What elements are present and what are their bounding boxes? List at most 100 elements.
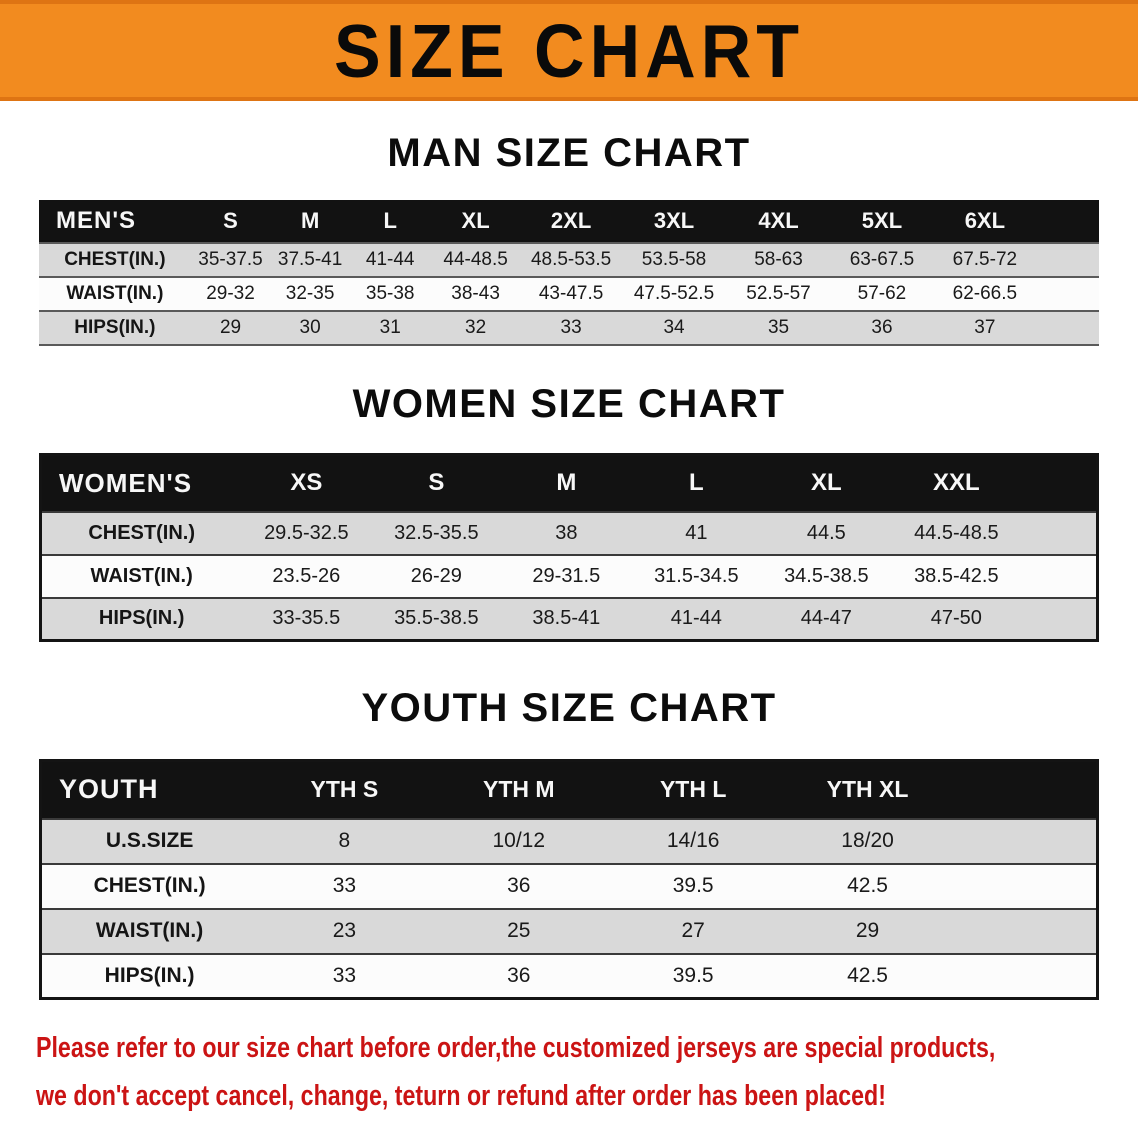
spacer-cell [1036, 200, 1099, 243]
measurement-value-cell: 39.5 [672, 963, 714, 987]
measurement-value-cell: 36 [507, 874, 531, 897]
measurement-value-cell: 57-62 [857, 283, 907, 304]
women-size-chart-section: WOMEN SIZE CHART WOMEN'S XS S M L XL XXL CHEST(… [0, 382, 1138, 642]
table-title-cell: WOMEN'S [40, 454, 242, 512]
measurement-value-cell: 36 [507, 963, 531, 987]
measurement-value-cell: 35-37.5 [198, 249, 263, 270]
measurement-value-cell: 8 [338, 829, 351, 852]
measurement-value-cell: 10/12 [492, 829, 546, 852]
size-column-header: M [501, 454, 632, 512]
spacer-cell [1021, 598, 1097, 641]
measurement-value-cell: 44.5 [806, 521, 846, 544]
measurement-value-cell: 41-44 [365, 249, 415, 270]
size-column-header: L [349, 200, 431, 243]
measurement-value-cell: 44-48.5 [443, 249, 508, 270]
spacer-cell [955, 954, 1098, 999]
measurement-value-cell: 35.5-38.5 [394, 607, 479, 630]
size-column-header: M [270, 200, 350, 243]
measurement-value-cell: 34 [663, 317, 685, 338]
measurement-label-cell: CHEST(IN.) [64, 249, 166, 270]
measurement-value-cell: 23 [332, 919, 357, 942]
measurement-value-cell: 29-32 [206, 283, 255, 304]
disclaimer-line-2: we don't accept cancel, change, teturn o… [36, 1080, 886, 1112]
size-column-header: YTH S [257, 760, 432, 819]
women-size-chart-heading: WOMEN SIZE CHART [352, 382, 786, 426]
measurement-value-cell: 29.5-32.5 [264, 521, 349, 544]
measurement-value-cell: 35-38 [365, 283, 415, 304]
table-header-row: MEN'S S M L XL 2XL 3XL 4XL 5XL 6XL [39, 200, 1099, 243]
size-column-header: 4XL [726, 200, 831, 243]
womens-size-table: WOMEN'S XS S M L XL XXL CHEST(IN.) 29.5-32.5 32.5… [39, 453, 1099, 642]
size-column-header: XXL [891, 454, 1022, 512]
youth-size-chart-section: YOUTH SIZE CHART YOUTH YTH S YTH M YTH L YTH… [0, 686, 1138, 1000]
measurement-value-cell: 43-47.5 [538, 283, 604, 304]
size-column-header: 6XL [933, 200, 1037, 243]
man-size-chart-heading: MAN SIZE CHART [387, 131, 751, 175]
measurement-label-cell: WAIST(IN.) [95, 919, 204, 942]
measurement-value-cell: 26-29 [410, 564, 462, 587]
spacer-cell [1021, 512, 1097, 555]
measurement-value-cell: 58-63 [754, 249, 803, 270]
measurement-value-cell: 44.5-48.5 [914, 521, 999, 544]
mens-size-table: MEN'S S M L XL 2XL 3XL 4XL 5XL 6XL CHEST(IN.) 35-37… [39, 200, 1099, 346]
measurement-value-cell: 63-67.5 [849, 249, 915, 270]
table-title-cell: YOUTH [40, 760, 258, 819]
size-column-header: 3XL [621, 200, 727, 243]
measurement-label-cell: CHEST(IN.) [93, 874, 206, 897]
measurement-value-cell: 67.5-72 [952, 249, 1018, 270]
table-row: HIPS(IN.) 29 30 31 32 33 34 35 36 37 [39, 311, 1099, 345]
measurement-value-cell: 41 [685, 521, 708, 544]
table-row: CHEST(IN.) 33 36 39.5 42.5 [40, 863, 1098, 909]
measurement-value-cell: 33 [332, 874, 357, 897]
measurement-value-cell: 41-44 [670, 607, 722, 630]
measurement-value-cell: 38.5-41 [532, 607, 601, 630]
measurement-value-cell: 31.5-34.5 [654, 564, 739, 587]
measurement-label-cell: HIPS(IN.) [74, 317, 156, 338]
measurement-value-cell: 42.5 [847, 963, 888, 987]
measurement-value-cell: 27 [681, 919, 705, 942]
size-column-header: XS [241, 454, 372, 512]
measurement-value-cell: 31 [379, 317, 401, 338]
size-chart-banner: SIZE CHART [0, 0, 1138, 101]
size-column-header: YTH L [605, 760, 781, 819]
measurement-value-cell: 48.5-53.5 [530, 249, 612, 270]
measurement-value-cell: 18/20 [841, 829, 894, 852]
youth-size-table: YOUTH YTH S YTH M YTH L YTH XL U.S.SIZE 8 10/12… [39, 759, 1099, 1000]
measurement-value-cell: 29-31.5 [532, 564, 601, 587]
size-column-header: XL [761, 454, 892, 512]
measurement-value-cell: 53.5-58 [641, 249, 707, 270]
table-row: U.S.SIZE 8 10/12 14/16 18/20 [40, 818, 1098, 864]
measurement-value-cell: 37.5-41 [277, 249, 343, 270]
spacer-cell [955, 864, 1098, 909]
measurement-value-cell: 42.5 [847, 874, 888, 897]
measurement-label-cell: HIPS(IN.) [98, 607, 185, 630]
table-row: WAIST(IN.) 23 25 27 29 [40, 908, 1098, 954]
size-column-header: S [190, 200, 271, 243]
measurement-label-cell: WAIST(IN.) [66, 283, 164, 304]
table-row: WAIST(IN.) 29-32 32-35 35-38 38-43 43-47.5 47.… [39, 277, 1099, 311]
size-column-header: L [631, 454, 762, 512]
measurement-label-cell: HIPS(IN.) [104, 963, 195, 987]
spacer-cell [1036, 277, 1099, 311]
measurement-label-cell: WAIST(IN.) [90, 564, 193, 587]
table-row: WAIST(IN.) 23.5-26 26-29 29-31.5 31.5-34.5 34… [40, 554, 1098, 598]
size-column-header: S [371, 454, 502, 512]
measurement-value-cell: 37 [974, 317, 996, 338]
measurement-value-cell: 23.5-26 [272, 564, 341, 587]
measurement-value-cell: 35 [767, 317, 790, 338]
measurement-label-cell: U.S.SIZE [105, 829, 194, 852]
spacer-cell [1036, 311, 1099, 345]
measurement-value-cell: 36 [871, 317, 893, 338]
measurement-value-cell: 32-35 [285, 283, 335, 304]
measurement-value-cell: 29 [855, 919, 880, 942]
measurement-value-cell: 47.5-52.5 [633, 283, 715, 304]
spacer-cell [955, 909, 1098, 954]
measurement-value-cell: 38 [555, 521, 578, 544]
spacer-cell [1021, 454, 1098, 512]
size-chart-title: SIZE CHART [334, 8, 804, 93]
spacer-cell [1036, 243, 1099, 277]
measurement-value-cell: 38-43 [451, 283, 500, 304]
measurement-value-cell: 62-66.5 [952, 283, 1018, 304]
table-header-row: YOUTH YTH S YTH M YTH L YTH XL [40, 760, 1098, 819]
